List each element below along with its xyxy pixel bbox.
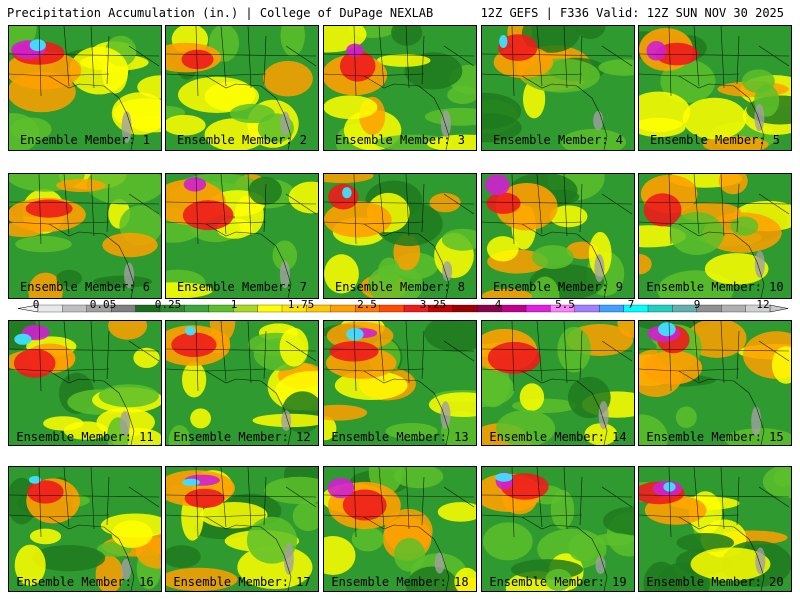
ensemble-member-label: Ensemble Member: 12 [173,430,311,444]
colorbar-segment [62,304,88,313]
ensemble-member-map [165,466,319,592]
colorbar-segment [501,304,527,313]
colorbar-segment [257,304,283,313]
ensemble-member-label: Ensemble Member: 8 [334,280,466,294]
colorbar-max-arrow [769,304,789,313]
ensemble-member-label: Ensemble Member: 15 [646,430,784,444]
colorbar-tick-label: 3.25 [419,298,447,311]
ensemble-member-map [481,320,635,446]
ensemble-member-label: Ensemble Member: 9 [492,280,624,294]
colorbar-segment [721,304,747,313]
ensemble-member-label: Ensemble Member: 4 [492,133,624,147]
ensemble-member-map [8,25,162,151]
ensemble-member-map [323,173,477,299]
colorbar-segment [525,304,551,313]
colorbar-tick-label: 0.25 [154,298,182,311]
ensemble-member-map [165,320,319,446]
model-valid-time: 12Z GEFS | F336 Valid: 12Z SUN NOV 30 20… [480,6,784,20]
colorbar-segment [37,304,63,313]
ensemble-member-map [165,173,319,299]
colorbar-segment [574,304,600,313]
ensemble-member-label: Ensemble Member: 14 [489,430,627,444]
colorbar-segment [647,304,673,313]
colorbar-tick-label: 2.5 [357,298,377,311]
colorbar-tick-label: 5.5 [555,298,575,311]
ensemble-member-map [638,466,792,592]
colorbar-tick-label: 0 [32,298,40,311]
ensemble-member-label: Ensemble Member: 2 [176,133,308,147]
ensemble-member-label: Ensemble Member: 1 [19,133,151,147]
ensemble-member-map [323,466,477,592]
ensemble-member-map [8,173,162,299]
ensemble-member-map [638,173,792,299]
colorbar-tick-label: 1.75 [287,298,315,311]
map-title: Precipitation Accumulation (in.) | Colle… [7,6,434,20]
ensemble-member-label: Ensemble Member: 10 [646,280,784,294]
ensemble-member-map [323,25,477,151]
colorbar-segment [184,304,210,313]
ensemble-member-label: Ensemble Member: 17 [173,575,311,589]
ensemble-member-map [481,25,635,151]
ensemble-member-label: Ensemble Member: 16 [16,575,154,589]
ensemble-member-label: Ensemble Member: 7 [176,280,308,294]
colorbar-segment [330,304,356,313]
ensemble-member-label: Ensemble Member: 13 [331,430,469,444]
ensemble-member-label: Ensemble Member: 3 [334,133,466,147]
colorbar-tick-label: 4 [494,298,502,311]
ensemble-member-map [638,320,792,446]
colorbar-segment [452,304,478,313]
ensemble-member-map [323,320,477,446]
ensemble-member-label: Ensemble Member: 20 [646,575,784,589]
ensemble-member-label: Ensemble Member: 18 [331,575,469,589]
ensemble-member-map [8,320,162,446]
colorbar-segment [379,304,405,313]
colorbar-tick-label: 7 [627,298,635,311]
ensemble-member-label: Ensemble Member: 6 [19,280,151,294]
ensemble-member-map [8,466,162,592]
colorbar-tick-label: 9 [693,298,701,311]
ensemble-member-map [165,25,319,151]
ensemble-member-label: Ensemble Member: 5 [649,133,781,147]
ensemble-member-map [481,466,635,592]
ensemble-member-label: Ensemble Member: 19 [489,575,627,589]
ensemble-member-label: Ensemble Member: 11 [16,430,154,444]
colorbar-tick-label: 12 [756,298,770,311]
colorbar-tick-label: 1 [230,298,238,311]
ensemble-member-map [481,173,635,299]
ensemble-member-map [638,25,792,151]
colorbar-segment [599,304,625,313]
colorbar-tick-label: 0.05 [89,298,117,311]
colorbar-segment [696,304,722,313]
colorbar [17,304,789,313]
